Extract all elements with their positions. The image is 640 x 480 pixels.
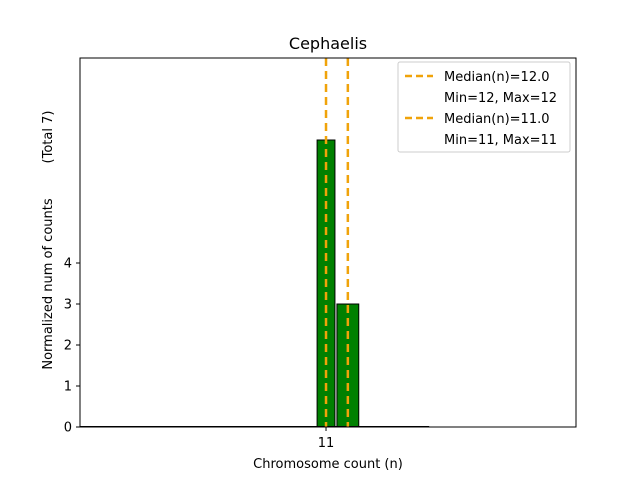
y-tick-label-3: 3 xyxy=(64,298,72,313)
legend-median-label-2: Median(n)=11.0 xyxy=(444,112,550,127)
y-tick-label-1: 1 xyxy=(64,380,72,395)
legend-range-label-1: Min=12, Max=12 xyxy=(444,91,557,106)
plot-area: 0 1 2 3 4 11 xyxy=(64,57,577,451)
y-tick-label-4: 4 xyxy=(64,257,72,272)
x-tick-label-1: 11 xyxy=(318,436,335,451)
legend-median-label-1: Median(n)=12.0 xyxy=(444,70,550,85)
y-tick-label-2: 2 xyxy=(64,339,72,354)
legend-box xyxy=(397,61,571,153)
y-axis-total-label: (Total 7) xyxy=(41,111,56,164)
x-axis-label: Chromosome count (n) xyxy=(253,457,403,472)
axes-frame xyxy=(79,57,577,428)
legend-range-label-2: Min=11, Max=11 xyxy=(444,133,557,148)
y-axis-label: Normalized num of counts xyxy=(41,198,56,369)
legend: Median(n)=12.0 Min=12, Max=12 Median(n)=… xyxy=(397,61,571,153)
y-tick-label-0: 0 xyxy=(64,421,72,436)
chart-title: Cephaelis xyxy=(289,34,367,53)
